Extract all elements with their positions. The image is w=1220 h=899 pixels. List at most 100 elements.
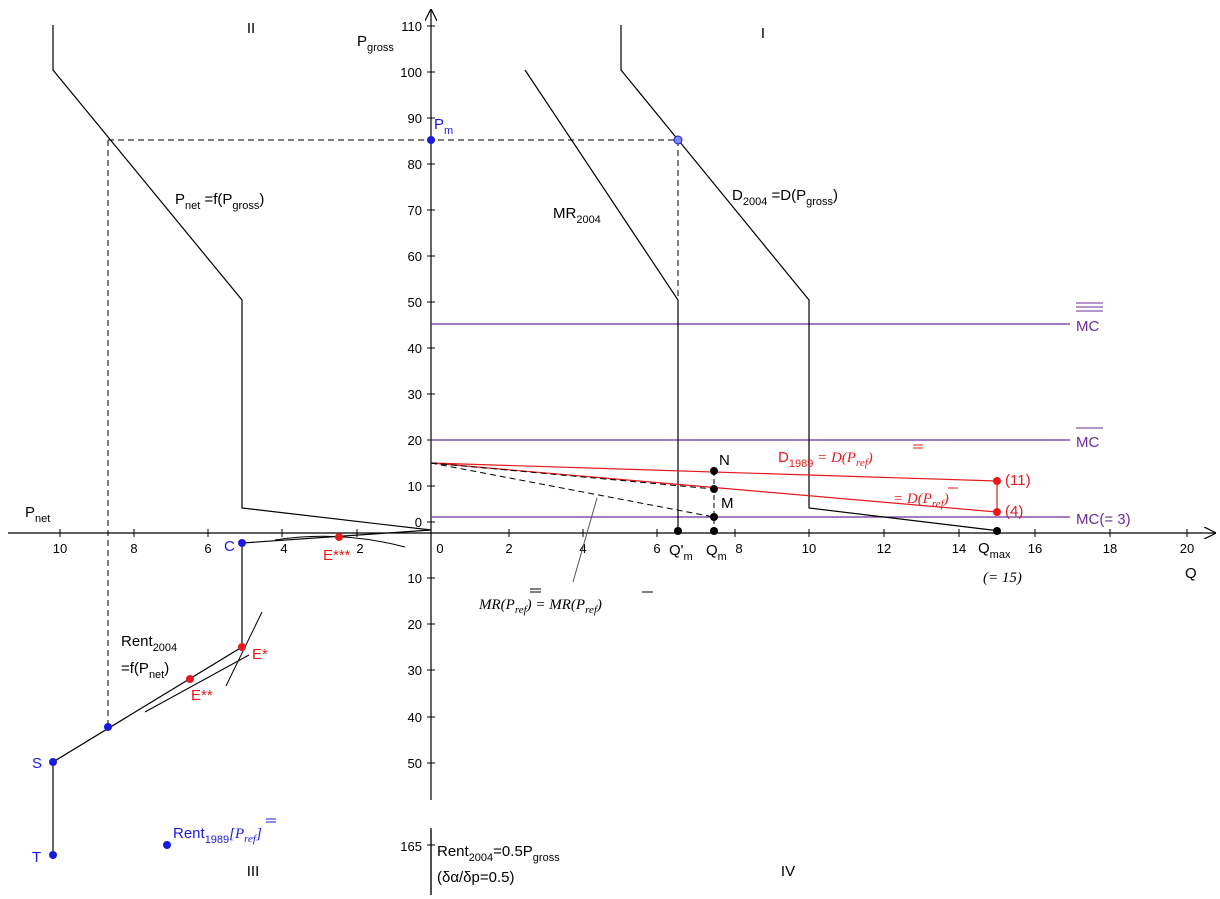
- point-e2: [186, 675, 194, 683]
- point-n: [710, 467, 718, 475]
- point-qm: [710, 527, 718, 535]
- rent2004-curve: [52, 529, 432, 855]
- d1989-label: D1989 = D(Pref): [778, 449, 873, 470]
- pnet-curve: [52, 25, 432, 531]
- mr2004-curve: [524, 69, 679, 531]
- tick-yd-10: 10: [408, 571, 422, 586]
- tick-y-40: 40: [408, 341, 422, 356]
- label-4: (4): [1005, 503, 1023, 520]
- tick-x-16: 16: [1028, 541, 1042, 556]
- point-e3: [335, 533, 343, 541]
- tick-yd-20: 20: [408, 617, 422, 632]
- x-left-ticks: 10 8 6 4 2: [53, 529, 364, 556]
- label-11: (11): [1005, 472, 1031, 489]
- point-d2004-pm: [673, 135, 683, 145]
- tick-x-12: 12: [877, 541, 891, 556]
- quadrant-iii: III: [247, 863, 260, 880]
- tick-y-70: 70: [408, 203, 422, 218]
- tick-x-2: 2: [505, 541, 512, 556]
- y-up-ticks: 0 10 20 30 40 50 60 70 80 90 100 110: [400, 19, 435, 530]
- point-s: [49, 758, 57, 766]
- point-4: [993, 508, 1001, 516]
- label-pm: Pm: [434, 116, 453, 137]
- mr-ref-dashed: [430, 462, 715, 518]
- mc-double-bar-label: MC: [1076, 318, 1099, 335]
- mr-ref-dashed-2: [430, 462, 715, 490]
- tick-yd-50: 50: [408, 756, 422, 771]
- axis-label-q: Q: [1185, 565, 1197, 582]
- rent2004-label-line1: Rent2004: [121, 633, 177, 654]
- mr-ref-pointer: [572, 497, 598, 583]
- label-e1: E*: [252, 646, 268, 663]
- tick-x-14: 14: [952, 541, 966, 556]
- label-c: C: [224, 538, 235, 555]
- point-rent1989: [163, 841, 171, 849]
- tick-x-8: 8: [735, 541, 742, 556]
- e2-tangent: [144, 654, 250, 713]
- label-m: M: [721, 495, 734, 512]
- tick-x-20: 20: [1180, 541, 1194, 556]
- point-pm: [427, 136, 435, 144]
- tick-y-0: 0: [415, 515, 422, 530]
- rent-eq-line1: Rent2004=0.5Pgross: [437, 843, 560, 864]
- tick-y-80: 80: [408, 157, 422, 172]
- tick-y-20: 20: [408, 433, 422, 448]
- tick-y-10: 10: [408, 479, 422, 494]
- tick-x-18: 18: [1103, 541, 1117, 556]
- label-s: S: [32, 755, 42, 772]
- label-qm-prime: Q'm: [669, 542, 693, 563]
- pnet-label: Pnet =f(Pgross): [175, 191, 264, 212]
- point-qm-prime: [674, 527, 682, 535]
- tick-y-60: 60: [408, 249, 422, 264]
- point-t: [49, 851, 57, 859]
- tick-y-110: 110: [401, 19, 422, 34]
- label-qmax-note: (= 15): [983, 570, 1022, 586]
- point-pm-rent: [104, 723, 112, 731]
- point-e1: [238, 643, 246, 651]
- rent1989-label: Rent1989[Pref]: [173, 825, 262, 846]
- mr-ref-label: MR(Pref) = MR(Pref): [478, 597, 602, 616]
- tick-xl-8: 8: [130, 541, 137, 556]
- axis-label-pgross: Pgross: [357, 33, 394, 54]
- mc-3-label: MC(= 3): [1076, 511, 1131, 528]
- point-c: [238, 539, 246, 547]
- point-qmax: [993, 527, 1001, 535]
- quadrant-ii: II: [247, 20, 255, 37]
- point-11: [993, 477, 1001, 485]
- mc-bar-label: MC: [1076, 434, 1099, 451]
- d-pref-label: = D(Pref): [893, 491, 949, 510]
- label-qmax: Qmax: [978, 540, 1011, 561]
- tick-xl-2: 2: [356, 541, 363, 556]
- tick-y-90: 90: [408, 111, 422, 126]
- rent2004-label-line2: =f(Pnet): [121, 660, 169, 681]
- tick-x-6: 6: [653, 541, 660, 556]
- mr2004-label: MR2004: [553, 205, 601, 226]
- label-e2: E**: [191, 687, 213, 704]
- tick-x-0: 0: [436, 541, 443, 556]
- tick-yd-40: 40: [408, 710, 422, 725]
- tick-yd-165: 165: [400, 839, 422, 854]
- d2004-label: D2004 =D(Pgross): [732, 187, 838, 208]
- quadrant-iv: IV: [781, 863, 795, 880]
- tick-x-10: 10: [802, 541, 816, 556]
- tick-xl-10: 10: [53, 541, 67, 556]
- d2004-curve: [620, 25, 1001, 532]
- label-n: N: [719, 452, 730, 469]
- point-mid: [710, 485, 718, 493]
- label-qm: Qm: [706, 542, 727, 563]
- axis-label-pnet: Pnet: [25, 504, 50, 525]
- label-e3: E***: [323, 547, 351, 564]
- rent-eq-line2: (δα/δp=0.5): [437, 869, 514, 886]
- label-t: T: [32, 849, 41, 866]
- quadrant-i: I: [761, 25, 765, 42]
- tick-xl-4: 4: [280, 541, 287, 556]
- point-m: [710, 513, 718, 521]
- y-down-ticks: 10 20 30 40 50 165: [400, 571, 435, 854]
- tick-y-100: 100: [400, 65, 422, 80]
- tick-xl-6: 6: [204, 541, 211, 556]
- tick-y-50: 50: [408, 295, 422, 310]
- tick-y-30: 30: [408, 387, 422, 402]
- tick-yd-30: 30: [408, 663, 422, 678]
